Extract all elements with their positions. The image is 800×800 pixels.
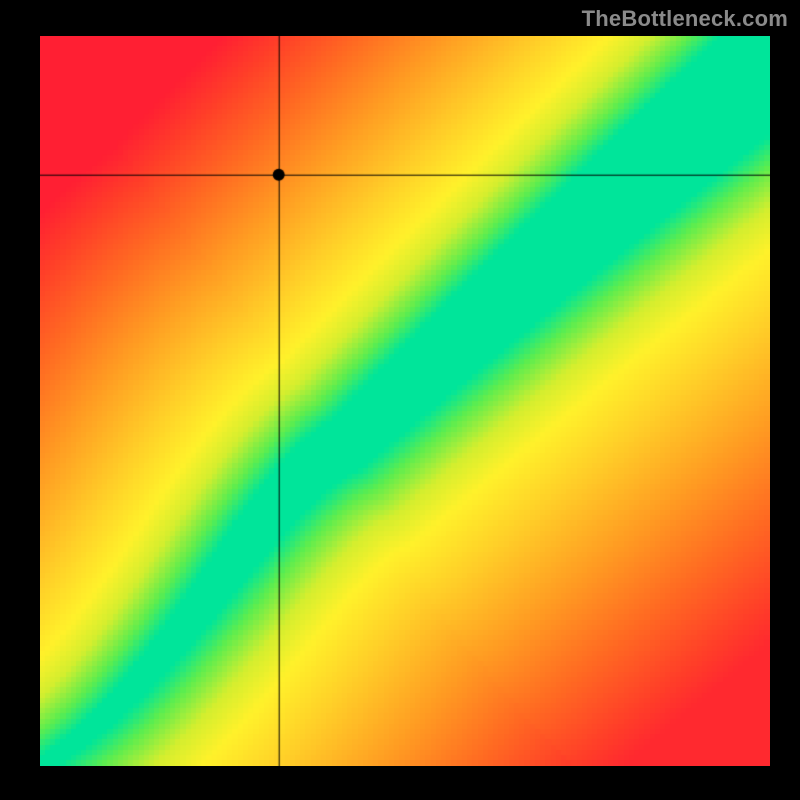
heatmap-canvas xyxy=(40,36,770,766)
chart-container: TheBottleneck.com xyxy=(0,0,800,800)
watermark-text: TheBottleneck.com xyxy=(582,6,788,32)
plot-area xyxy=(40,36,770,766)
